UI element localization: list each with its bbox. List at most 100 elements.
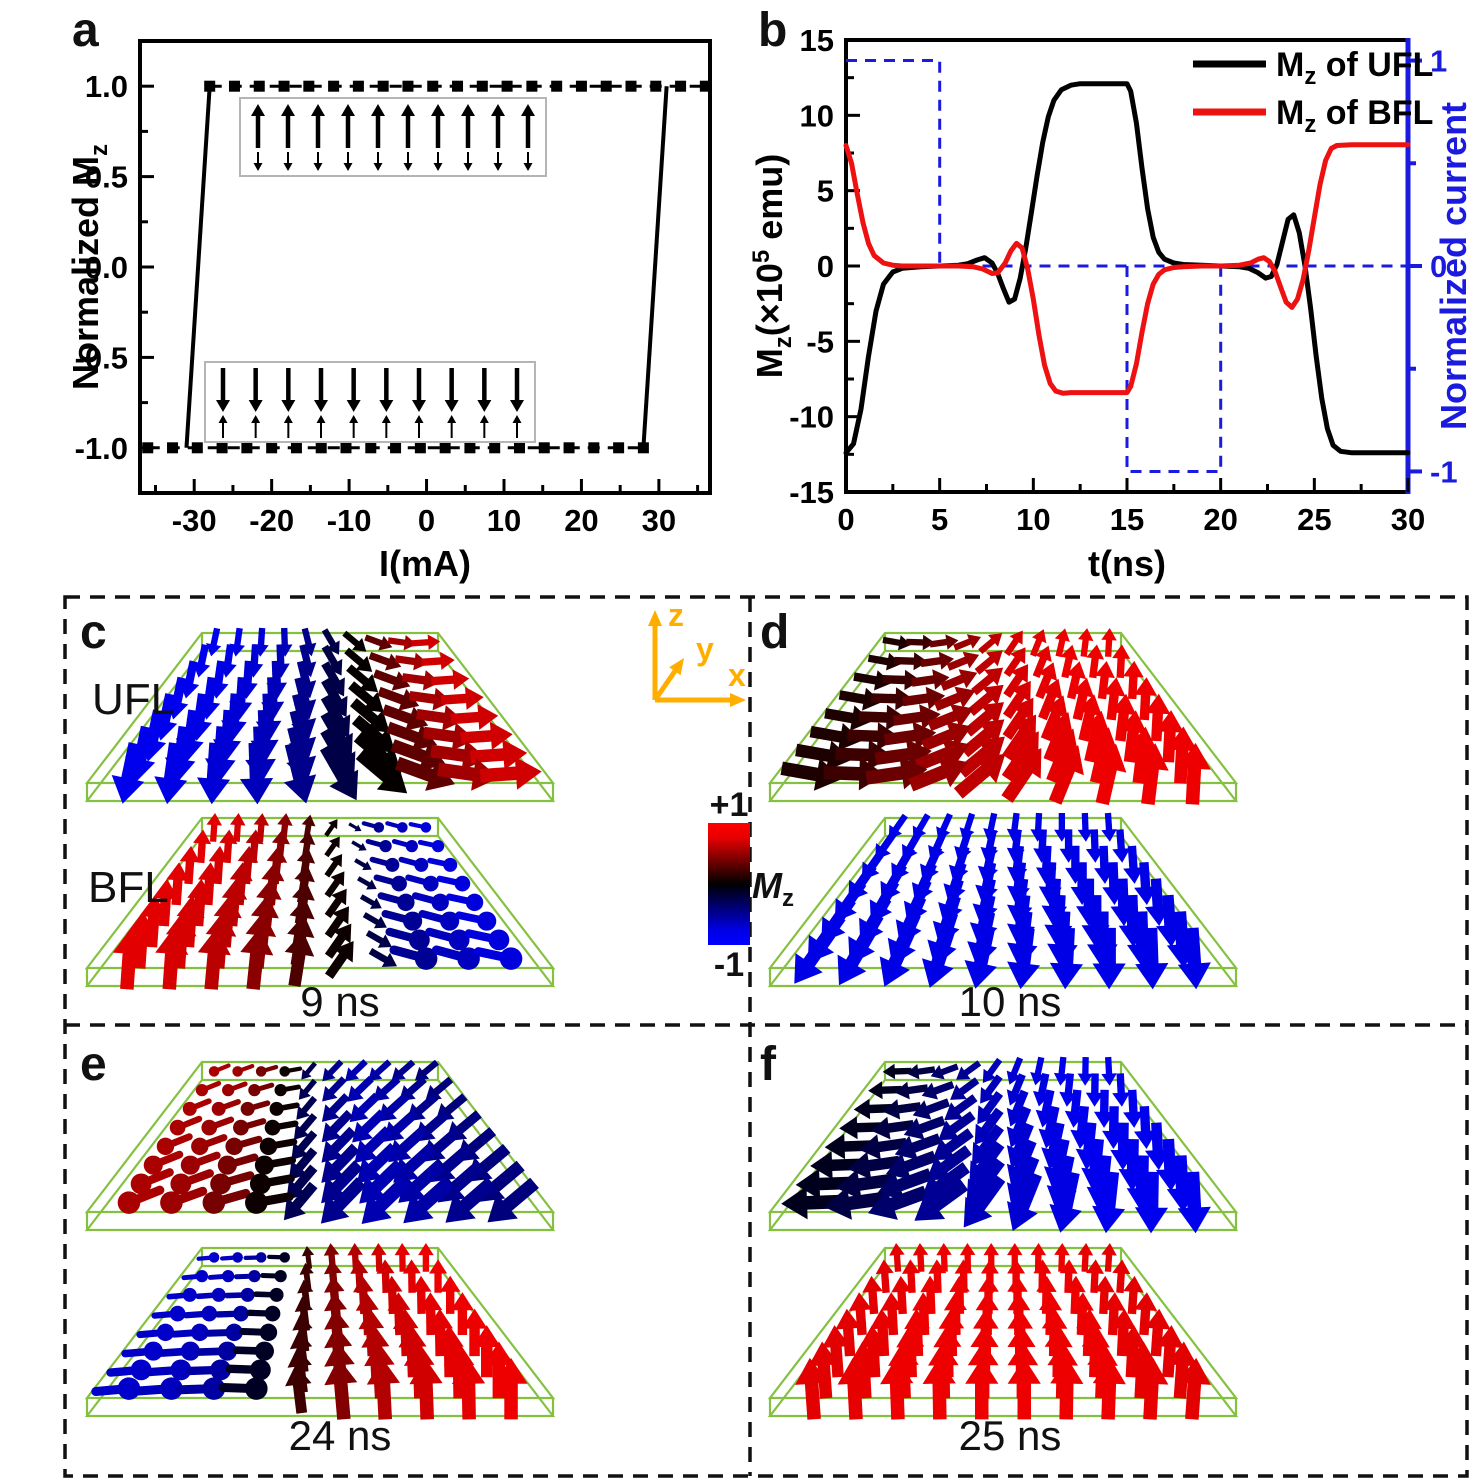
- ylabel-emu: emu): [749, 154, 790, 250]
- z-axis-arrow-head: [648, 610, 662, 626]
- magnetization-dot: [201, 1119, 218, 1136]
- magnetization-arrow: [387, 635, 417, 651]
- magnetization-arrow: [1001, 748, 1042, 803]
- x-tick-label: -20: [249, 503, 294, 538]
- x-tick-label: 0: [418, 503, 435, 538]
- bfl-curve: [843, 142, 1411, 396]
- axis-x-label: x: [728, 657, 746, 693]
- magnetization-arrow: [1118, 1325, 1147, 1378]
- big-up-arrow-head: [311, 104, 325, 116]
- magnetization-dot: [248, 1269, 261, 1283]
- snapshot-panel-borders: [63, 595, 1469, 1478]
- magnetization-arrow: [1156, 1325, 1184, 1378]
- magnetization-arrow: [1060, 644, 1078, 679]
- magnetization-dot: [117, 1377, 141, 1400]
- hysteresis-upper-branch-marker: [575, 80, 587, 92]
- magnetization-arrow: [1135, 927, 1169, 990]
- magnetization-arrow: [139, 895, 168, 948]
- magnetization-dot: [254, 1155, 274, 1175]
- magnetization-arrow: [1177, 742, 1211, 805]
- magnetization-arrow: [943, 1292, 967, 1336]
- panel-b-xlabel: t(ns): [1088, 543, 1166, 584]
- magnetization-dot: [169, 1305, 186, 1322]
- magnetization-arrow: [868, 1185, 929, 1220]
- magnetization-arrow: [324, 854, 343, 878]
- magnetization-arrow: [875, 1259, 894, 1294]
- magnetization-arrow: [932, 1128, 974, 1161]
- magnetization-arrow: [324, 906, 349, 939]
- hysteresis-upper-branch-marker: [278, 80, 290, 92]
- magnetization-arrow: [894, 1081, 929, 1100]
- magnetization-arrow: [197, 742, 231, 805]
- magnetization-dot: [211, 1101, 226, 1116]
- magnetization-arrow: [1127, 726, 1158, 784]
- hysteresis-transition: [184, 86, 212, 448]
- ufl-plate: [84, 627, 556, 805]
- magnetization-dot: [431, 839, 445, 853]
- right-tick-label: 0: [1430, 249, 1447, 284]
- magnetization-dot: [222, 1269, 235, 1283]
- magnetization-arrow: [882, 669, 921, 691]
- big-up-arrow-head: [461, 104, 475, 116]
- hysteresis-upper-branch-marker: [600, 80, 612, 92]
- magnetization-dot: [217, 1155, 237, 1175]
- magnetization-arrow: [1054, 628, 1070, 658]
- magnetization-arrow: [1033, 1259, 1052, 1293]
- magnetization-arrow: [1053, 1056, 1070, 1086]
- magnetization-arrow: [944, 1094, 978, 1121]
- bfl-layer-label: BFL: [88, 863, 169, 912]
- hysteresis-lower-branch-marker: [167, 442, 179, 454]
- hysteresis-lower-branch-marker: [513, 442, 525, 454]
- magnetization-arrow: [1030, 629, 1047, 657]
- magnetization-arrow: [889, 1243, 905, 1272]
- magnetization-dot: [117, 1191, 141, 1214]
- magnetization-arrow: [922, 927, 956, 988]
- magnetization-arrow: [240, 928, 274, 990]
- magnetization-dot: [255, 1066, 267, 1077]
- magnetization-arrow: [206, 813, 222, 842]
- magnetization-arrow: [342, 630, 367, 652]
- magnetization-dot: [264, 1305, 281, 1322]
- magnetization-arrow: [111, 742, 145, 804]
- magnetization-dot: [397, 893, 415, 912]
- magnetization-dot: [443, 857, 458, 872]
- magnetization-arrow: [914, 1179, 969, 1221]
- magnetization-arrow: [430, 740, 488, 771]
- magnetization-arrow: [403, 1177, 454, 1224]
- magnetization-arrow: [321, 1109, 354, 1143]
- big-down-arrow-head: [216, 400, 230, 412]
- panel-a-xlabel: I(mA): [379, 543, 471, 584]
- magnetization-arrow: [394, 1243, 411, 1272]
- axis-y-label: y: [696, 631, 714, 667]
- magnetization-arrow: [176, 895, 205, 948]
- magnetization-dot: [269, 1287, 284, 1302]
- magnetization-arrow: [902, 686, 946, 710]
- time-label-d: 10 ns: [959, 978, 1062, 1025]
- magnetization-dot: [373, 822, 385, 833]
- magnetization-arrow: [1134, 1171, 1169, 1234]
- hysteresis-lower-branch-marker: [563, 442, 575, 454]
- magnetization-dot: [208, 1066, 220, 1077]
- magnetization-arrow: [321, 1126, 357, 1163]
- magnetization-dot: [170, 1359, 192, 1381]
- magnetization-arrow: [450, 704, 499, 730]
- magnetization-arrow: [437, 1160, 485, 1203]
- magnetization-arrow: [293, 1113, 318, 1140]
- magnetization-arrow: [867, 652, 902, 671]
- outer-dashed-border: [63, 595, 1469, 1478]
- magnetization-arrow: [179, 845, 201, 885]
- magnetization-arrow: [810, 1151, 863, 1180]
- magnetization-arrow: [324, 819, 338, 837]
- magnetization-arrow: [368, 652, 402, 671]
- hysteresis-lower-branch-marker: [315, 442, 327, 454]
- magnetization-arrow: [1102, 677, 1126, 721]
- y-tick-label: 0.0: [85, 250, 128, 285]
- hysteresis-lower-branch-marker: [613, 442, 625, 454]
- magnetization-dot: [403, 911, 423, 931]
- magnetization-dot: [488, 929, 510, 951]
- magnetization-arrow: [437, 757, 499, 791]
- magnetization-dot: [180, 1341, 200, 1361]
- magnetization-arrow: [368, 948, 397, 967]
- magnetization-dot: [477, 911, 497, 931]
